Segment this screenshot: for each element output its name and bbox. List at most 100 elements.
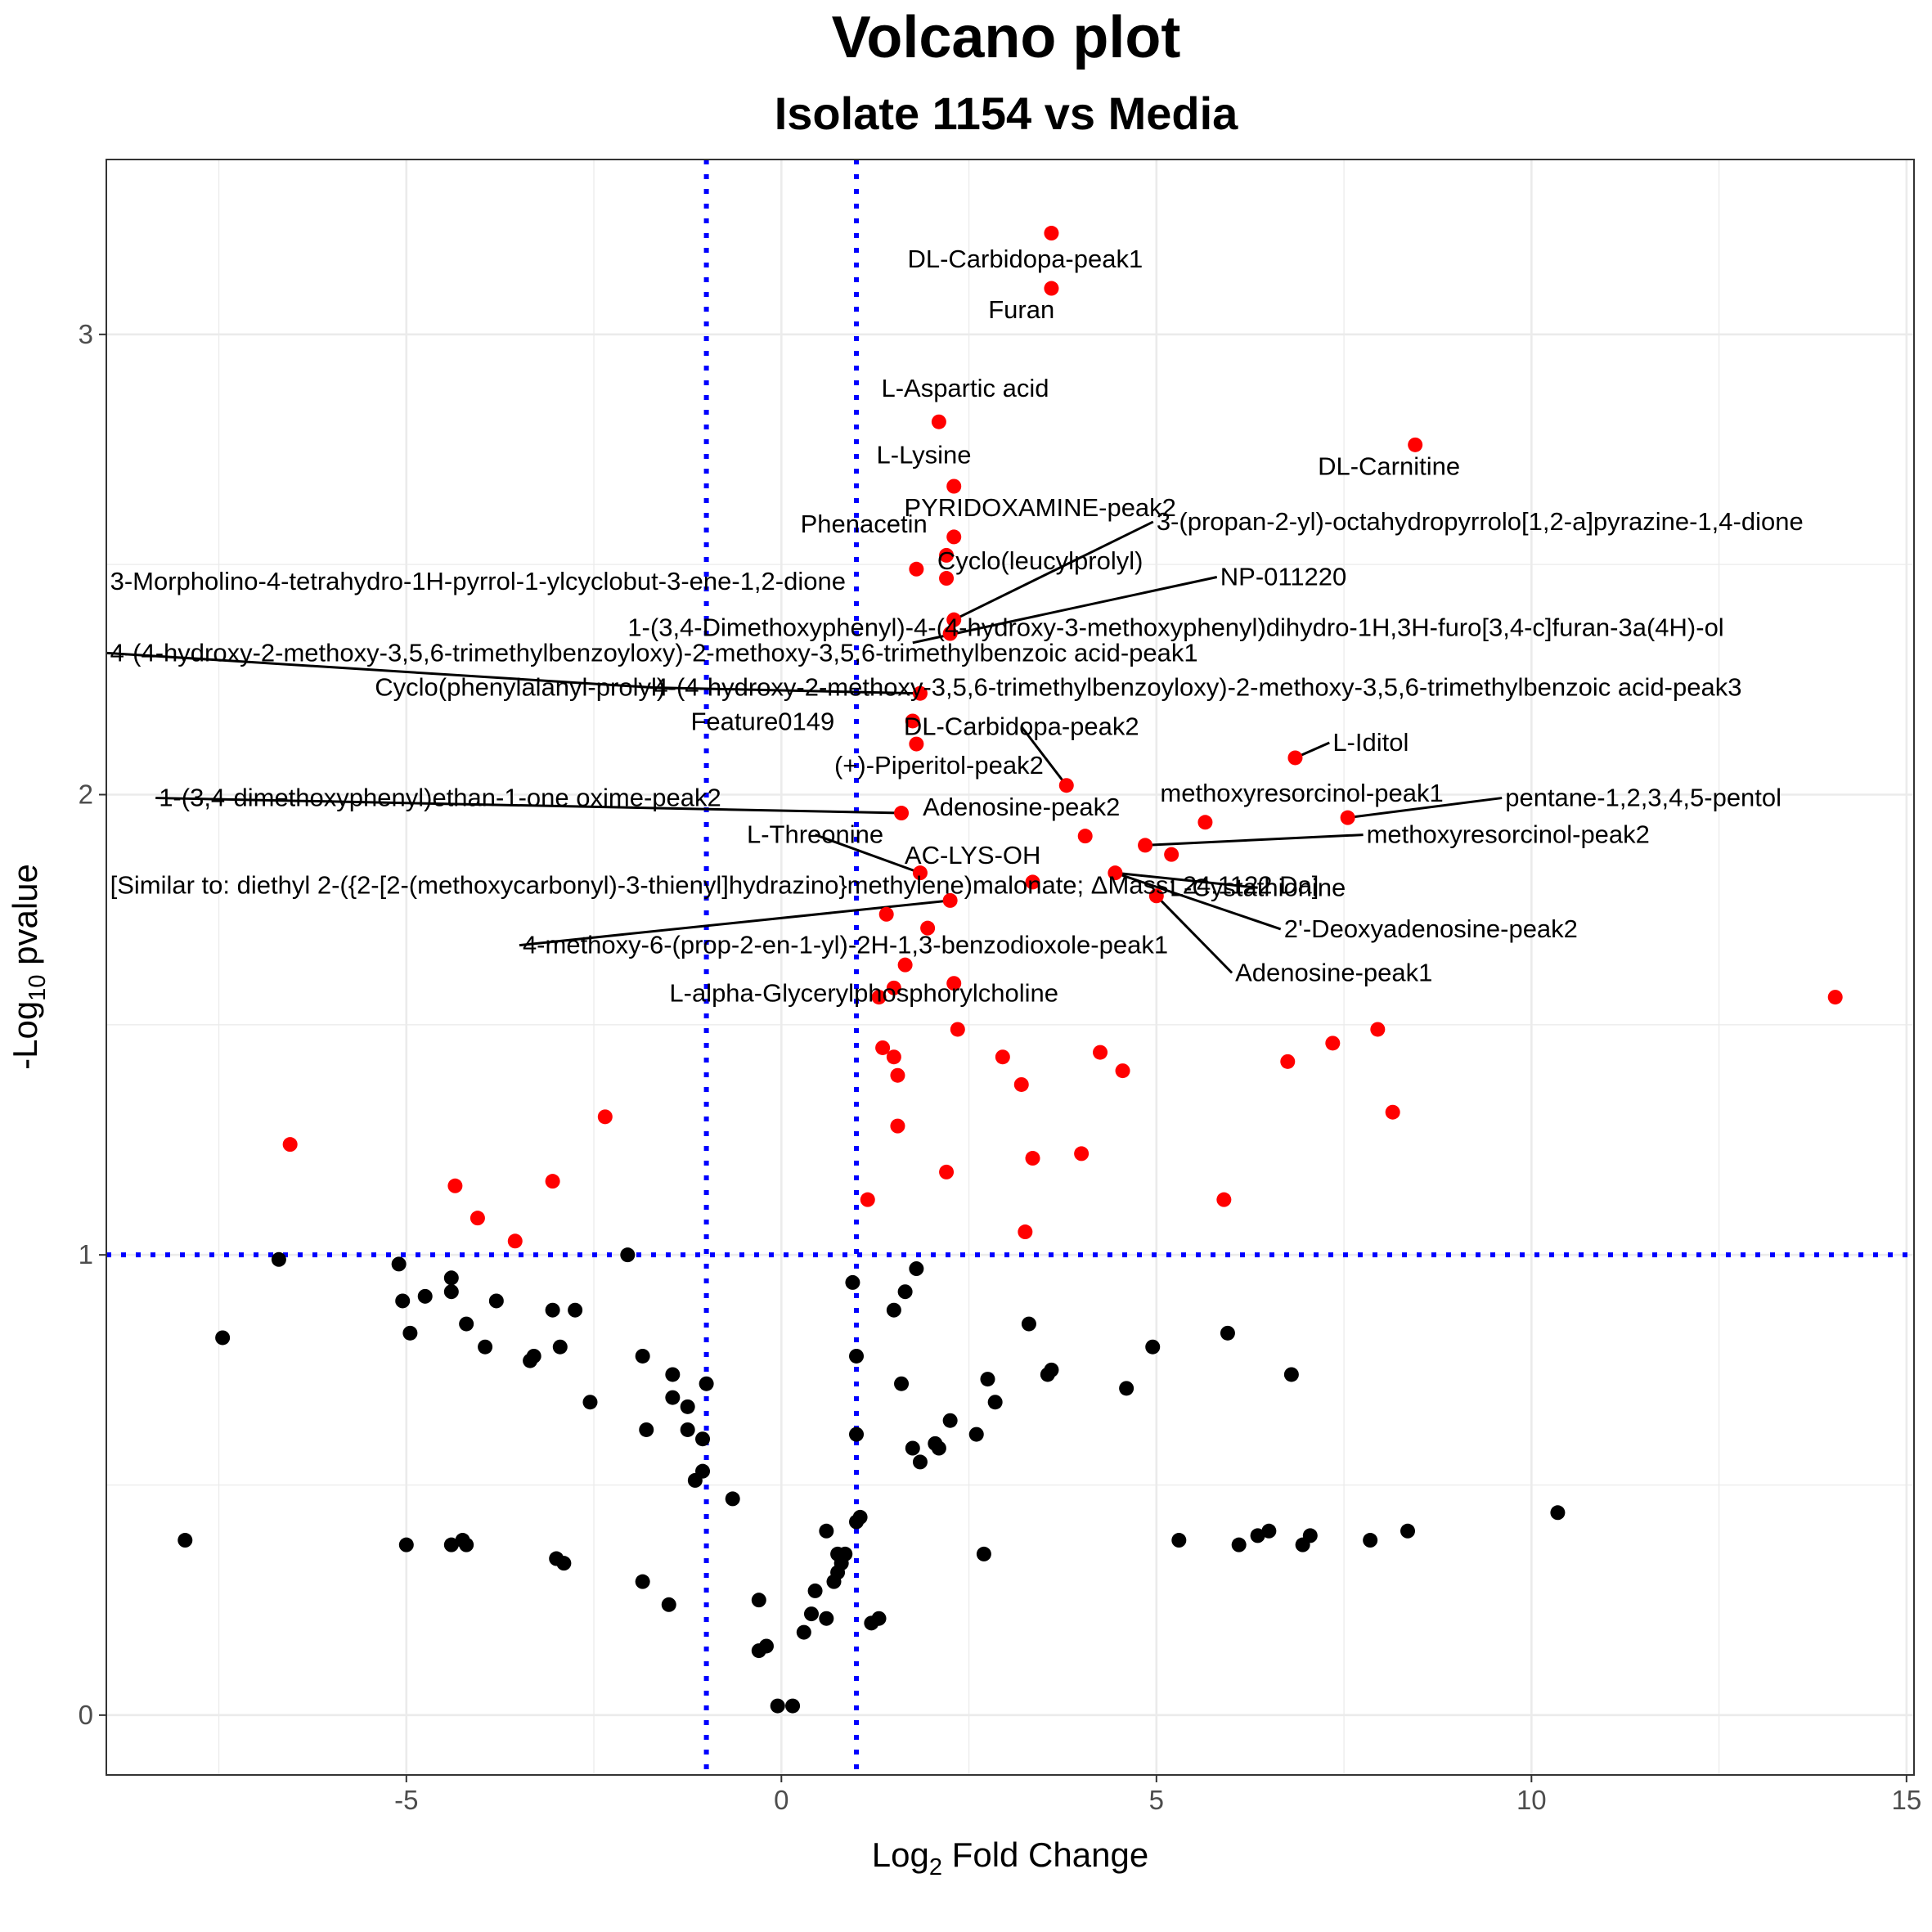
- significant-point: [946, 976, 962, 991]
- x-tick-label: 0: [774, 1785, 789, 1815]
- point-label: DL-Carnitine: [1318, 452, 1460, 480]
- nonsignificant-point: [391, 1256, 407, 1272]
- significant-point: [946, 479, 962, 494]
- significant-point: [447, 1178, 463, 1193]
- nonsignificant-point: [478, 1339, 493, 1355]
- x-axis-title: Log2 Fold Change: [872, 1835, 1148, 1880]
- label-leader-line: [1144, 833, 1364, 847]
- point-label: methoxyresorcinol-peak2: [1367, 820, 1650, 849]
- nonsignificant-point: [556, 1556, 572, 1571]
- nonsignificant-point: [819, 1611, 834, 1626]
- y-tick-label: 2: [79, 779, 93, 809]
- significant-point: [886, 1049, 901, 1065]
- significant-point: [909, 736, 924, 752]
- nonsignificant-point: [770, 1698, 785, 1714]
- nonsignificant-point: [785, 1698, 801, 1714]
- significant-point: [1074, 1146, 1090, 1161]
- point-label: L-Iditol: [1332, 728, 1409, 757]
- point-label: methoxyresorcinol-peak1: [1160, 779, 1443, 807]
- significant-point: [890, 1118, 905, 1134]
- point-label: Furan: [988, 295, 1054, 324]
- significant-point: [939, 1164, 955, 1179]
- label-leader-line: [1114, 871, 1282, 931]
- significant-point: [995, 1049, 1010, 1065]
- x-axis-title-base: Log: [872, 1835, 929, 1874]
- point-label: Adenosine-peak2: [923, 793, 1120, 821]
- nonsignificant-point: [864, 1615, 879, 1631]
- nonsignificant-point: [909, 1261, 924, 1277]
- significant-point: [507, 1233, 523, 1249]
- point-label: pentane-1,2,3,4,5-pentol: [1505, 784, 1781, 812]
- nonsignificant-point: [620, 1247, 636, 1263]
- nonsignificant-point: [459, 1316, 474, 1332]
- nonsignificant-point: [639, 1422, 654, 1437]
- nonsignificant-point: [395, 1293, 411, 1309]
- label-leader-line: [650, 686, 920, 695]
- nonsignificant-point: [980, 1372, 995, 1387]
- significant-point: [886, 980, 901, 995]
- y-axis-ticks: 0 1 2 3: [79, 319, 106, 1730]
- significant-point: [1385, 1104, 1400, 1120]
- point-label: 1-(3,4-Dimethoxyphenyl)-4-(4-hydroxy-3-m…: [627, 613, 1723, 641]
- significant-point: [1018, 1224, 1033, 1240]
- nonsignificant-point: [826, 1574, 842, 1589]
- significant-point: [894, 806, 910, 821]
- point-label: Cyclo(phenylalanyl-prolyl): [375, 673, 665, 702]
- point-label: PYRIDOXAMINE-peak2: [904, 493, 1176, 522]
- significant-point: [470, 1211, 485, 1226]
- nonsignificant-point: [1220, 1325, 1235, 1341]
- significant-point: [1287, 750, 1303, 766]
- nonsignificant-point: [796, 1624, 811, 1640]
- significant-point: [1280, 1054, 1296, 1069]
- significant-point: [1077, 829, 1093, 844]
- significant-point: [950, 1022, 965, 1037]
- point-label: (+)-Piperitol-peak2: [834, 751, 1044, 780]
- significant-point: [1164, 847, 1179, 862]
- point-label: AC-LYS-OH: [905, 841, 1041, 869]
- label-leader-lines: [106, 520, 1503, 974]
- x-axis-title-rest: Fold Change: [942, 1835, 1148, 1874]
- x-tick-label: 15: [1891, 1785, 1921, 1815]
- x-tick-label: -5: [394, 1785, 418, 1815]
- point-label: L-Aspartic acid: [881, 374, 1049, 402]
- nonsignificant-point: [725, 1491, 740, 1507]
- point-labels: DL-Carbidopa-peak1 Furan L-Aspartic acid DL…: [110, 245, 1804, 1007]
- label-leader-line: [519, 899, 950, 947]
- point-label: DL-Carbidopa-peak1: [907, 245, 1143, 273]
- nonsignificant-point: [177, 1533, 193, 1548]
- significant-point: [939, 571, 955, 586]
- nonsignificant-point: [635, 1574, 650, 1589]
- significant-point: [1148, 888, 1164, 904]
- significant-point: [1093, 1045, 1108, 1060]
- nonsignificant-point: [849, 1427, 865, 1442]
- nonsignificant-point: [271, 1251, 286, 1267]
- nonsignificant-point: [661, 1597, 676, 1612]
- significant-point: [282, 1137, 298, 1152]
- nonsignificant-point: [1145, 1339, 1161, 1355]
- significant-point: [909, 561, 924, 577]
- x-tick-label: 5: [1149, 1785, 1164, 1815]
- significant-point: [939, 547, 955, 563]
- nonsignificant-point: [905, 1440, 920, 1456]
- significant-point: [1044, 281, 1059, 296]
- y-axis-title: -Log10 pvalue: [6, 864, 51, 1070]
- significant-point: [942, 892, 958, 908]
- nonsignificant-point: [1400, 1523, 1416, 1539]
- y-axis-title-base: -Log: [6, 1001, 44, 1070]
- nonsignificant-point: [807, 1583, 823, 1598]
- label-leader-line: [155, 797, 902, 815]
- significant-point: [1025, 874, 1040, 890]
- threshold-lines: [106, 160, 1914, 1775]
- data-points: [177, 226, 1843, 1714]
- nonsignificant-point: [1231, 1537, 1247, 1552]
- nonsignificant-point: [849, 1348, 865, 1364]
- point-label: L-Cystathionine: [1170, 873, 1346, 901]
- nonsignificant-point: [545, 1302, 560, 1318]
- nonsignificant-point: [523, 1353, 538, 1368]
- nonsignificant-point: [942, 1413, 958, 1428]
- nonsignificant-point: [803, 1606, 819, 1622]
- nonsignificant-point: [665, 1367, 681, 1382]
- significant-point: [1013, 1076, 1029, 1092]
- significant-point: [931, 414, 946, 429]
- nonsignificant-point: [1040, 1367, 1055, 1382]
